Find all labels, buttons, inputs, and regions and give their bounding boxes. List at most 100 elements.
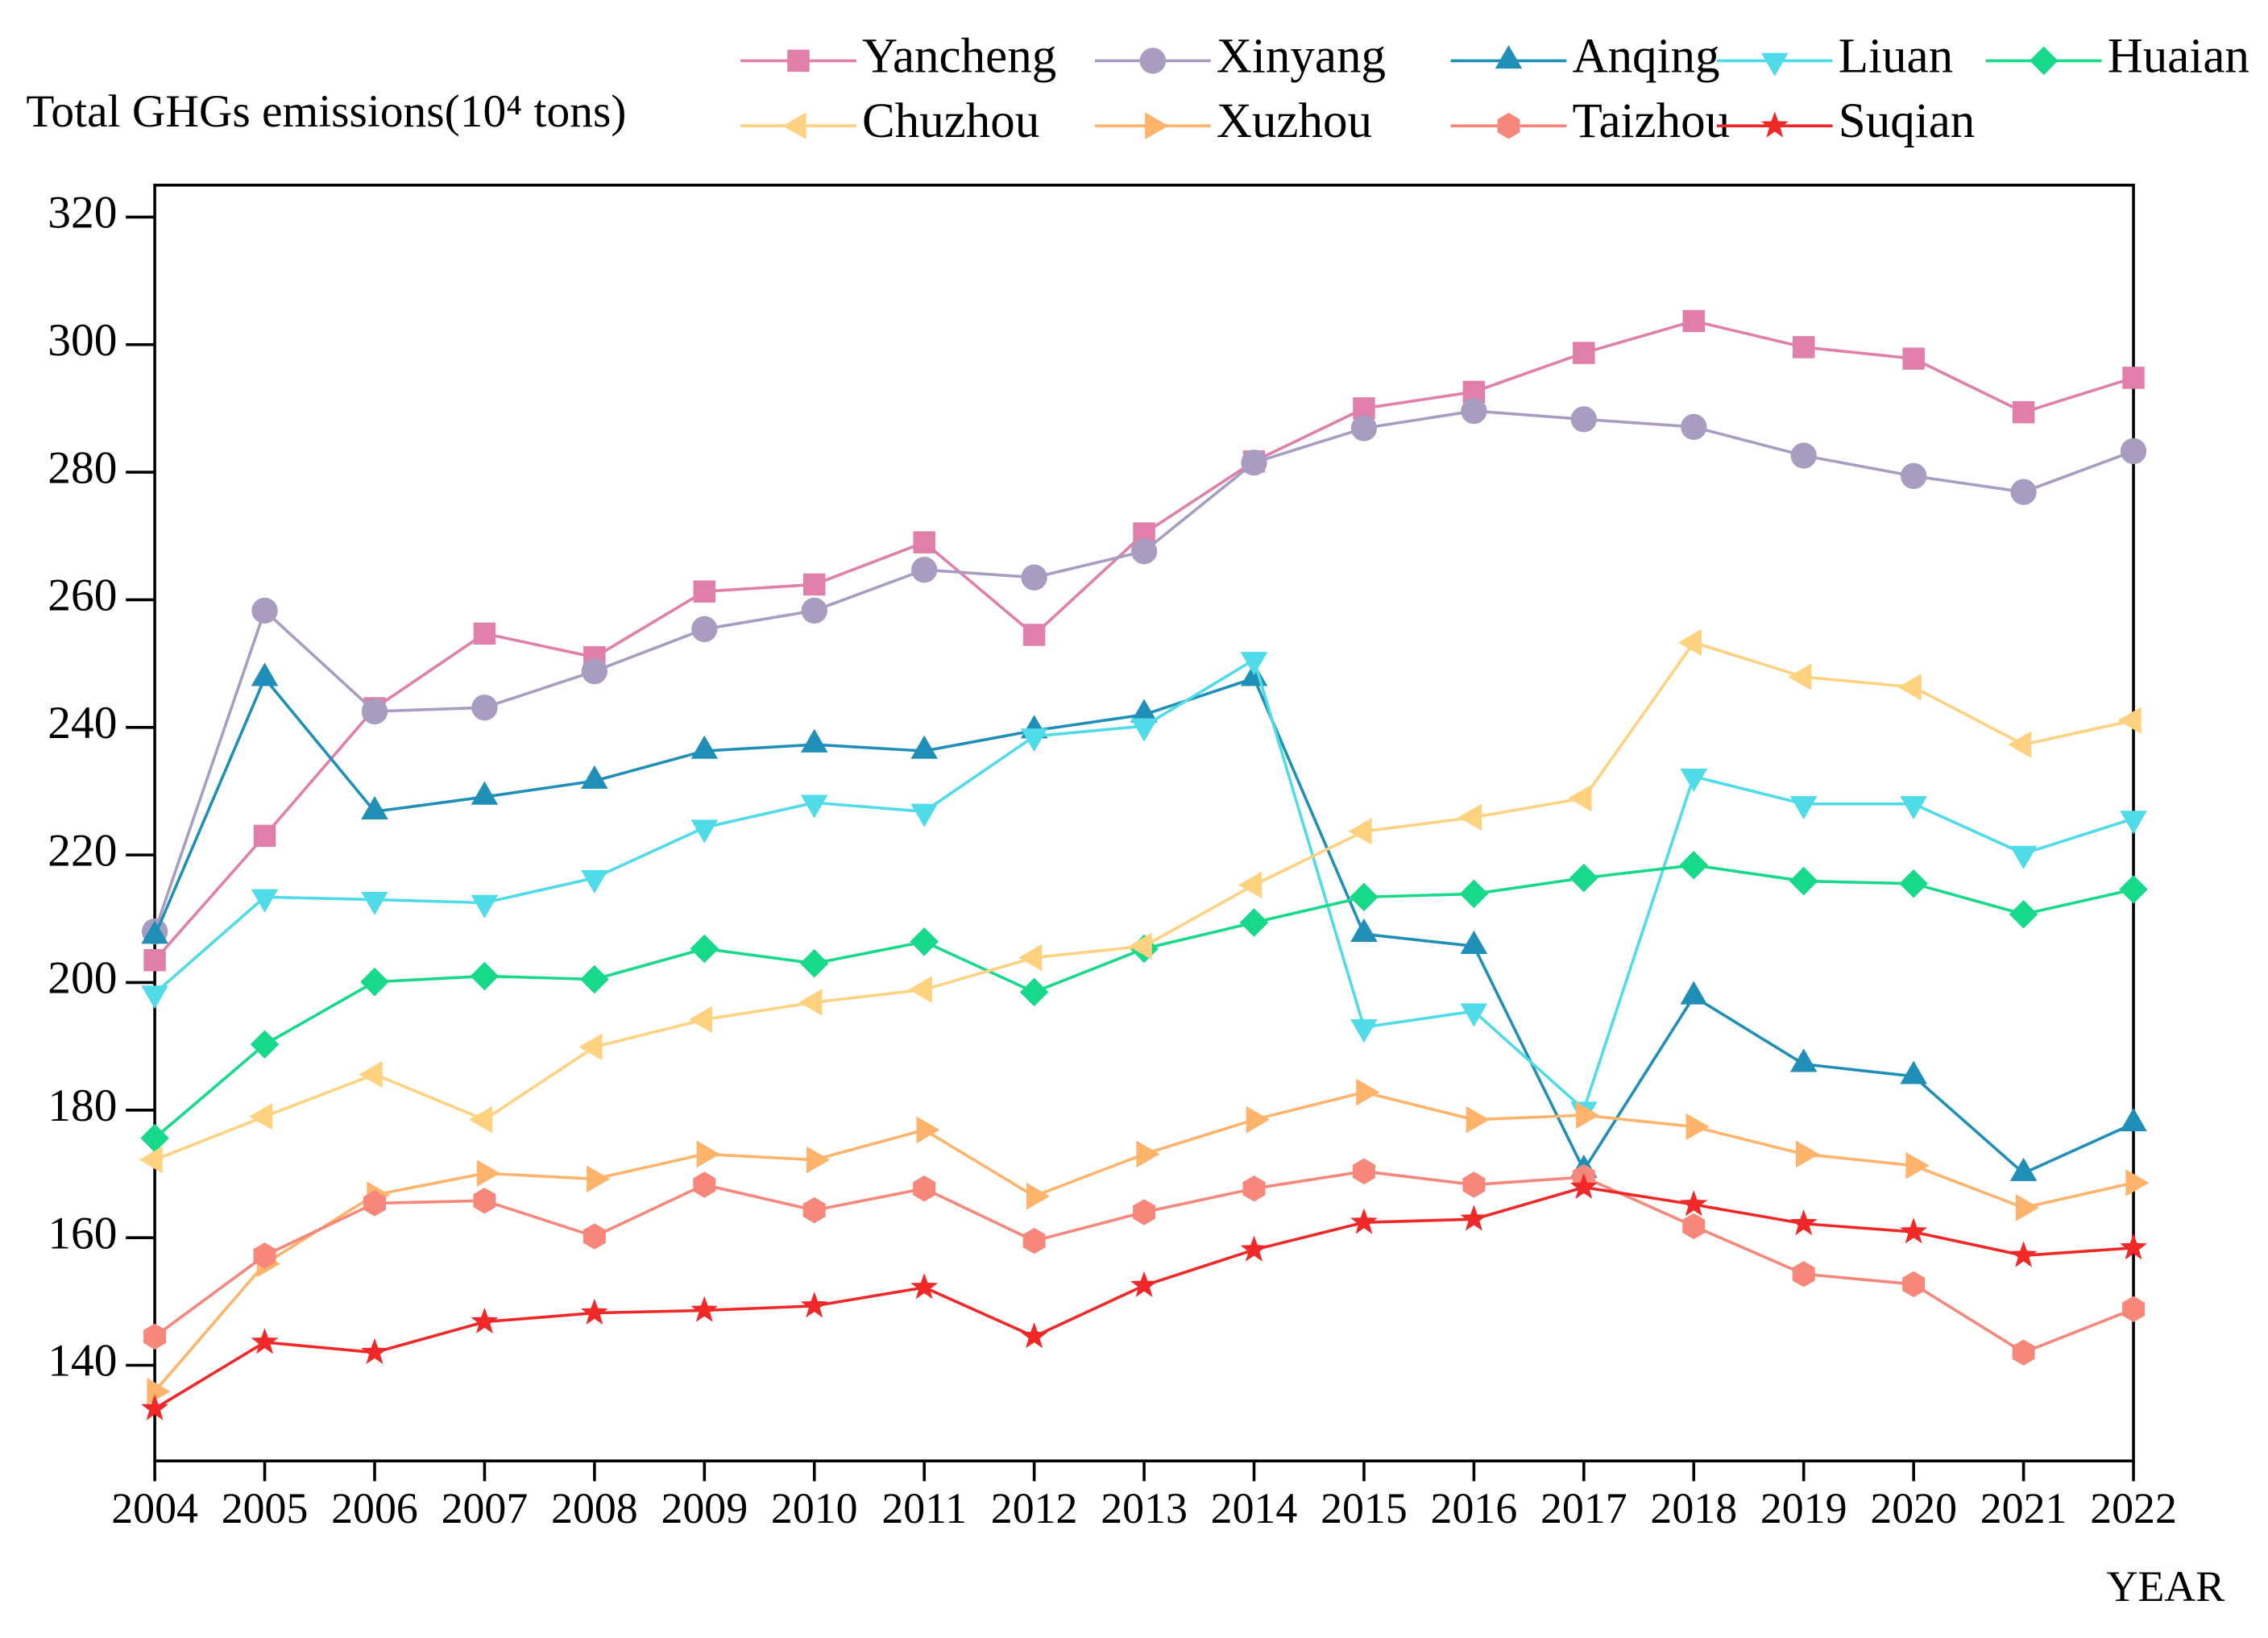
- data-point: [1241, 450, 1267, 476]
- data-point: [1356, 1078, 1380, 1106]
- data-point: [1133, 1199, 1156, 1225]
- legend-label: Xuzhou: [1217, 94, 1372, 148]
- data-point: [2122, 1296, 2146, 1322]
- data-point: [1682, 309, 1706, 333]
- series-line: [154, 1170, 2134, 1354]
- data-point: [581, 869, 608, 894]
- data-point: [2008, 731, 2032, 758]
- data-point: [690, 1296, 719, 1322]
- data-point: [1789, 866, 1818, 896]
- series: [147, 1078, 2150, 1405]
- data-point: [1136, 1140, 1160, 1168]
- data-point: [910, 803, 938, 827]
- data-point: [476, 1159, 500, 1187]
- data-point: [580, 1298, 608, 1325]
- data-point: [1897, 674, 1922, 701]
- data-point: [2015, 1194, 2039, 1221]
- data-point: [1789, 1209, 1818, 1236]
- data-point: [141, 920, 168, 944]
- data-point: [913, 531, 935, 554]
- x-tick-label: 2021: [1980, 1484, 2067, 1532]
- data-point: [1792, 1261, 1815, 1288]
- data-point: [1905, 1151, 1930, 1180]
- data-point: [1352, 1158, 1375, 1184]
- data-point: [1460, 1003, 1488, 1027]
- data-point: [1466, 1105, 1490, 1134]
- y-tick-label: 240: [48, 698, 117, 749]
- data-point: [916, 1116, 940, 1144]
- legend-marker: [787, 49, 810, 73]
- y-tick-label: 320: [48, 188, 117, 238]
- data-point: [2009, 845, 2038, 869]
- data-point: [1130, 538, 1158, 565]
- data-point: [1348, 818, 1372, 845]
- legend-item: Chuzhou: [740, 94, 1039, 148]
- data-point: [359, 1060, 383, 1089]
- data-point: [806, 1146, 831, 1174]
- x-tick-label: 2011: [881, 1484, 967, 1532]
- data-point: [803, 573, 826, 596]
- data-point: [1569, 863, 1598, 893]
- data-point: [1790, 442, 1817, 469]
- series: [141, 652, 2147, 1126]
- data-point: [1130, 699, 1158, 723]
- legend-label: Suqian: [1839, 94, 1975, 148]
- data-point: [1022, 1227, 1046, 1254]
- data-point: [1020, 728, 1048, 753]
- legend-item: Taizhou: [1450, 94, 1730, 148]
- data-point: [1900, 1217, 1928, 1244]
- x-tick-label: 2010: [771, 1484, 858, 1532]
- data-point: [360, 967, 389, 997]
- legend: Yancheng Xinyang Anqing Liuan Huaian Chuzhou X…: [740, 29, 2249, 148]
- legend-label: Chuzhou: [862, 94, 1039, 148]
- data-point: [2009, 1241, 2038, 1267]
- series-line: [153, 1090, 2134, 1393]
- legend-item: Huaian: [1985, 29, 2249, 83]
- data-point: [2120, 437, 2147, 465]
- x-tick-label: 2019: [1760, 1484, 1847, 1532]
- x-tick-label: 2008: [551, 1484, 638, 1532]
- data-point: [363, 1190, 386, 1217]
- data-point: [1460, 1205, 1488, 1231]
- data-point: [251, 662, 279, 686]
- x-tick-label: 2005: [222, 1484, 309, 1532]
- data-point: [1018, 943, 1043, 972]
- data-point: [1246, 1105, 1270, 1134]
- data-point: [799, 948, 829, 978]
- data-point: [913, 1176, 936, 1202]
- data-point: [2120, 1108, 2147, 1132]
- data-point: [2120, 1234, 2147, 1260]
- data-point: [580, 964, 609, 994]
- data-point: [800, 794, 828, 819]
- data-point: [1569, 1172, 1598, 1199]
- legend-marker: [1495, 45, 1523, 69]
- data-point: [1130, 1271, 1158, 1297]
- legend-label: Anqing: [1572, 29, 1719, 83]
- y-tick-label: 300: [48, 315, 117, 366]
- data-point: [1796, 1140, 1820, 1168]
- x-tick-label: 2009: [661, 1484, 748, 1532]
- data-point: [910, 927, 939, 956]
- data-point: [1677, 628, 1702, 657]
- data-point: [143, 1323, 167, 1350]
- data-point: [1682, 1213, 1706, 1240]
- y-tick-label: 140: [48, 1336, 117, 1387]
- data-point: [800, 1292, 828, 1318]
- data-point: [141, 985, 168, 1010]
- data-point: [1462, 1171, 1486, 1198]
- data-point: [2117, 707, 2142, 734]
- legend-item: Anqing: [1450, 29, 1720, 83]
- data-point: [688, 1006, 712, 1034]
- legend-marker: [1139, 48, 1166, 74]
- x-tick-label: 2004: [111, 1484, 198, 1532]
- y-tick-label: 260: [48, 570, 117, 621]
- y-tick-label: 200: [48, 953, 117, 1004]
- x-tick-label: 2020: [1870, 1484, 1957, 1532]
- data-point: [910, 1273, 939, 1300]
- data-point: [1350, 415, 1378, 442]
- data-point: [1681, 413, 1707, 441]
- data-point: [2012, 400, 2035, 424]
- data-point: [1350, 1019, 1378, 1043]
